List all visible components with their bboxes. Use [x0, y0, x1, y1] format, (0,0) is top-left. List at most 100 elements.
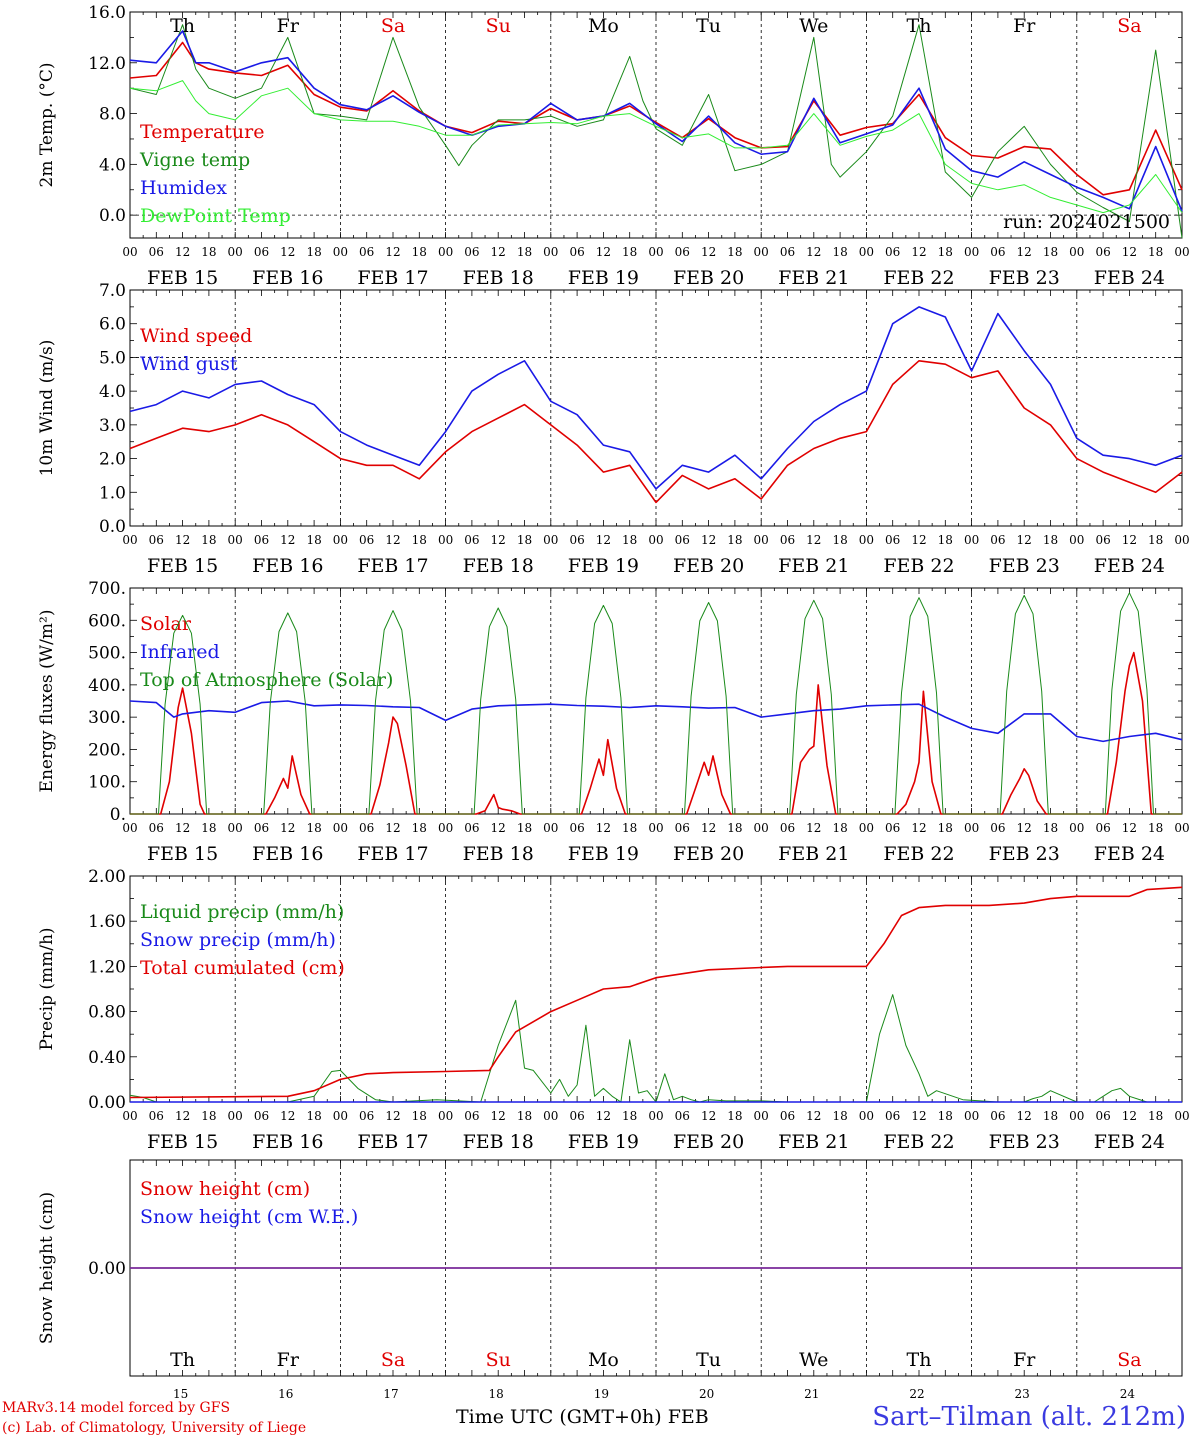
x-hour-label: 12: [1017, 245, 1032, 259]
weekday-label-bottom: Su: [486, 1349, 511, 1371]
x-hour-label: 06: [569, 821, 584, 835]
x-hour-label: 00: [122, 533, 137, 547]
weekday-label: Sa: [381, 15, 405, 37]
run-label: run: 2024021500: [1003, 211, 1170, 233]
legend-entry: DewPoint Temp: [140, 205, 291, 227]
x-hour-label: 12: [491, 821, 506, 835]
x-hour-label: 00: [754, 1109, 769, 1123]
weekday-label-bottom: We: [799, 1349, 828, 1371]
x-date-label: FEB 23: [989, 267, 1060, 289]
x-hour-label: 18: [622, 245, 637, 259]
y-tick-label: 8.0: [99, 105, 126, 125]
y-tick-label: 100.: [88, 773, 126, 793]
x-hour-label: 12: [911, 533, 926, 547]
x-hour-label: 06: [675, 245, 690, 259]
x-hour-label: 06: [675, 1109, 690, 1123]
x-hour-label: 18: [201, 245, 216, 259]
x-hour-label: 12: [701, 821, 716, 835]
x-hour-label: 18: [938, 533, 953, 547]
x-hour-label: 18: [938, 245, 953, 259]
x-hour-label: 18: [201, 1109, 216, 1123]
y-tick-label: 0.0: [99, 517, 126, 537]
legend-entry: Liquid precip (mm/h): [140, 901, 344, 923]
x-hour-label: 18: [938, 1109, 953, 1123]
x-axis-title-text: Time UTC (GMT+0h): [456, 1406, 662, 1428]
x-hour-label: 06: [149, 1109, 164, 1123]
legend-entry: Solar: [140, 613, 192, 635]
y-tick-label: 5.0: [99, 348, 126, 368]
x-hour-label: 00: [333, 245, 348, 259]
x-hour-label: 06: [359, 821, 374, 835]
x-hour-label: 12: [280, 533, 295, 547]
x-hour-label: 00: [333, 533, 348, 547]
series-line-1-1: [129, 41, 1183, 196]
y-tick-label: 0.80: [88, 1003, 126, 1023]
x-hour-label: 12: [280, 245, 295, 259]
x-hour-label: 18: [1148, 533, 1163, 547]
x-hour-label: 18: [832, 533, 847, 547]
x-date-label: FEB 19: [568, 1131, 639, 1153]
legend-entry: Humidex: [140, 177, 227, 199]
x-hour-label: 00: [122, 821, 137, 835]
x-date-label: FEB 17: [357, 267, 428, 289]
x-hour-label: 18: [832, 245, 847, 259]
x-date-label: FEB 20: [673, 843, 744, 865]
x-axis-month: FEB: [667, 1406, 709, 1428]
y-tick-label: 700.: [88, 579, 126, 599]
y-tick-label: 600.: [88, 611, 126, 631]
x-hour-label: 12: [491, 245, 506, 259]
y-tick-label: 2.00: [88, 867, 126, 887]
x-hour-label: 00: [648, 245, 663, 259]
x-date-label: FEB 16: [252, 267, 323, 289]
x-hour-label: 18: [832, 821, 847, 835]
x-hour-label: 00: [964, 821, 979, 835]
series-line-3-2: [129, 700, 1183, 743]
x-date-label: FEB 20: [673, 267, 744, 289]
x-hour-label: 06: [990, 821, 1005, 835]
x-hour-label: 18: [201, 533, 216, 547]
x-hour-label: 06: [464, 245, 479, 259]
x-hour-label: 06: [149, 245, 164, 259]
y-axis-label: Precip (mm/h): [37, 927, 57, 1050]
x-hour-label: 06: [149, 821, 164, 835]
legend-entry: Top of Atmosphere (Solar): [140, 669, 393, 691]
day-number-label: 16: [278, 1387, 293, 1401]
y-axis-label: 10m Wind (m/s): [37, 340, 57, 477]
x-hour-label: 06: [990, 245, 1005, 259]
legend-entry: Wind speed: [140, 325, 252, 347]
x-hour-label: 00: [543, 533, 558, 547]
x-hour-label: 12: [491, 533, 506, 547]
legend-entry: Total cumulated (cm): [140, 957, 345, 979]
credit-model: MARv3.14 model forced by GFS: [2, 1400, 231, 1416]
weekday-label-bottom: Th: [170, 1349, 195, 1371]
x-date-label: FEB 15: [147, 555, 218, 577]
x-hour-label: 00: [964, 533, 979, 547]
x-hour-label: 00: [333, 1109, 348, 1123]
x-hour-label: 12: [175, 821, 190, 835]
x-hour-label: 18: [306, 821, 321, 835]
x-hour-label: 12: [596, 533, 611, 547]
x-hour-label: 18: [306, 245, 321, 259]
weekday-label-bottom: Tu: [696, 1349, 721, 1371]
legend-entry: Snow height (cm): [140, 1178, 310, 1200]
series-line-2-2: [129, 306, 1183, 490]
x-date-label: FEB 15: [147, 843, 218, 865]
series-line-1-2: [129, 24, 1183, 239]
x-hour-label: 06: [780, 245, 795, 259]
day-number-label: 17: [383, 1387, 398, 1401]
x-hour-label: 06: [569, 245, 584, 259]
x-hour-label: 12: [596, 821, 611, 835]
x-hour-label: 00: [648, 821, 663, 835]
x-date-label: FEB 23: [989, 843, 1060, 865]
x-hour-label: 18: [622, 821, 637, 835]
x-hour-label: 06: [1095, 1109, 1110, 1123]
y-tick-label: 0.00: [88, 1093, 126, 1113]
y-tick-label: 16.0: [88, 3, 126, 23]
x-hour-label: 12: [280, 821, 295, 835]
x-hour-label: 06: [675, 533, 690, 547]
x-hour-label: 18: [622, 533, 637, 547]
weekday-label: Su: [486, 15, 511, 37]
x-hour-label: 06: [149, 533, 164, 547]
x-hour-label: 12: [701, 533, 716, 547]
x-hour-label: 12: [596, 1109, 611, 1123]
